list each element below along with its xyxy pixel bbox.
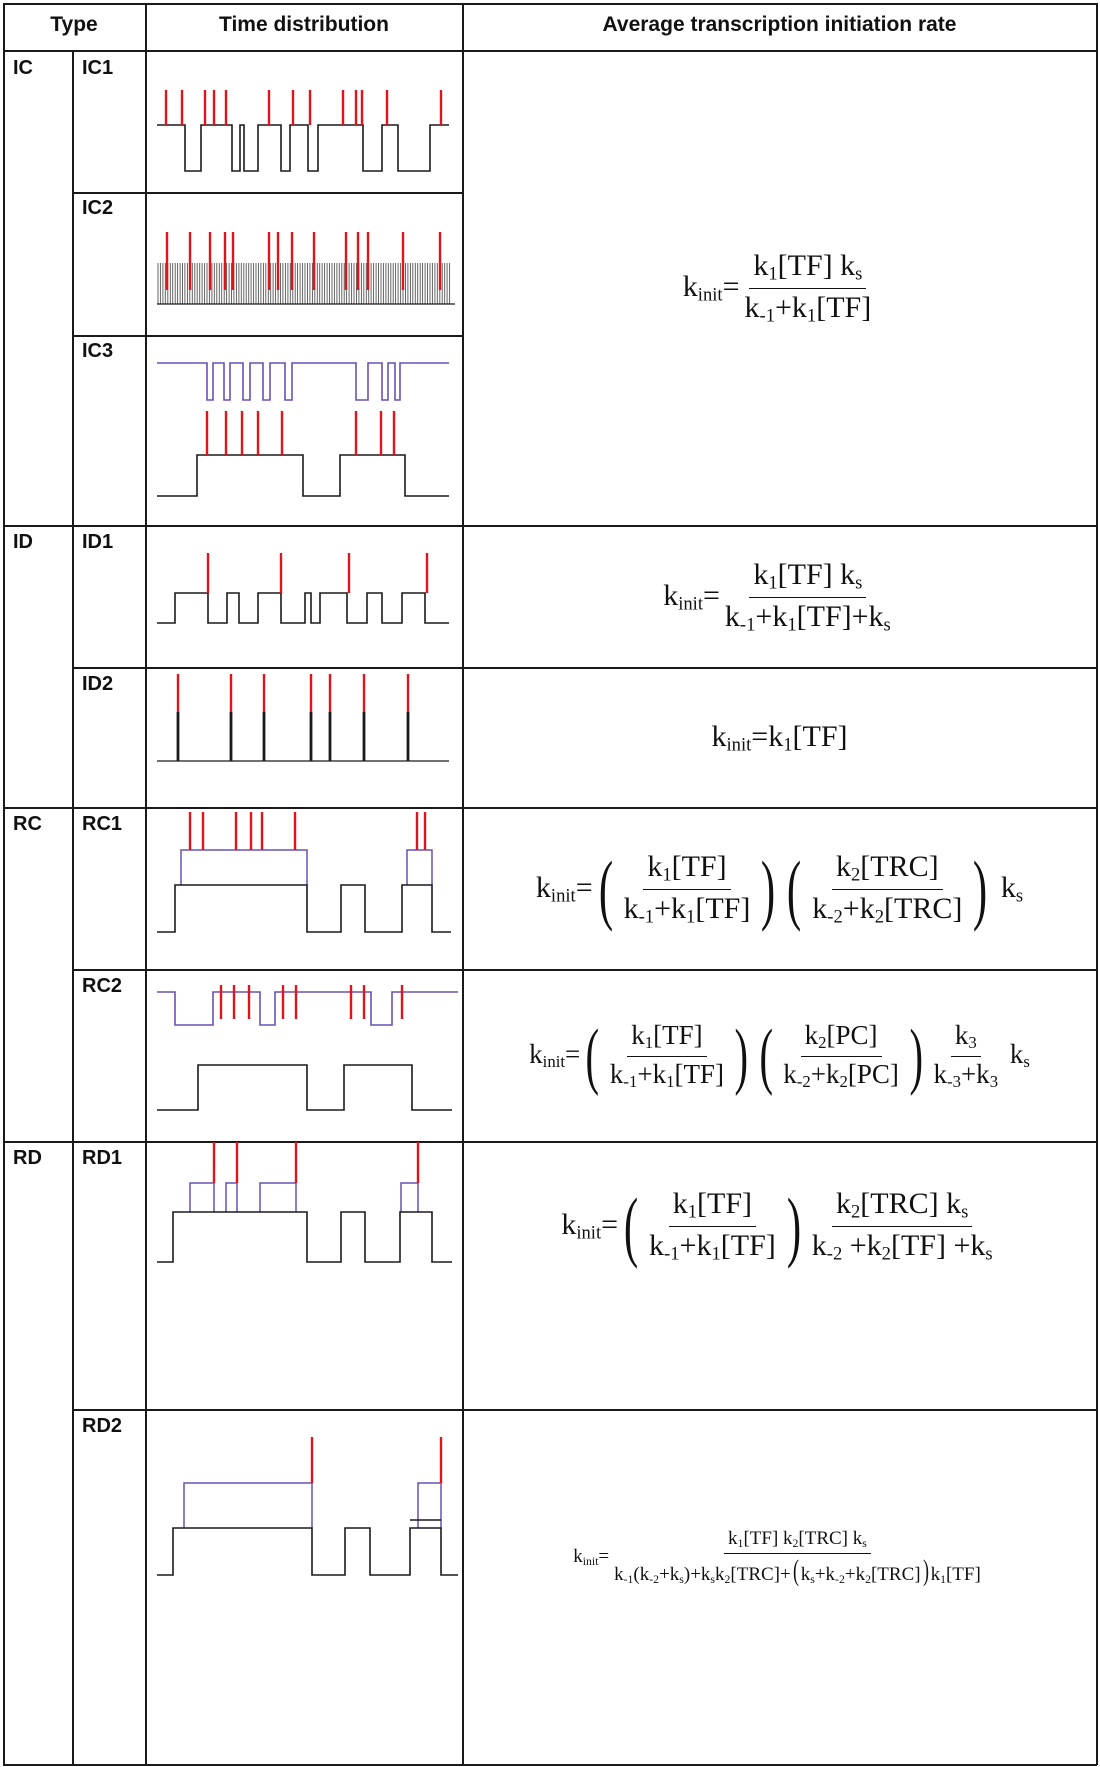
subtype-label-ic2: IC2	[82, 197, 114, 219]
header-divider	[3, 50, 1097, 52]
rc-sub-divider	[72, 969, 1097, 971]
ic1-trace	[157, 124, 449, 172]
formula-rc1: kinit= ( k1[TF] k-1+k1[TF] )( k2[TRC] k-…	[535, 845, 1024, 932]
subtype-label-id2: ID2	[82, 673, 114, 695]
rc2-purple-trace	[157, 991, 458, 1026]
table-border-bottom	[3, 1764, 1097, 1766]
subtype-label-rd2: RD2	[82, 1415, 123, 1437]
ic3-purple-trace	[157, 362, 449, 401]
ic-sub-divider-1	[72, 192, 463, 194]
col-divider-rate	[462, 3, 464, 1765]
rd1-purple-box-3	[259, 1182, 297, 1212]
header-type: Type	[50, 13, 98, 36]
table-border-left	[3, 3, 5, 1765]
subtype-label-id1: ID1	[82, 531, 114, 553]
formula-id1: kinit= k1[TF] ks k-1+k1[TF]+ks	[663, 557, 891, 636]
rd2-trace	[157, 1527, 458, 1576]
col-divider-type	[72, 50, 74, 1765]
subtype-label-ic3: IC3	[82, 340, 114, 362]
group-divider-id	[3, 525, 1097, 527]
id1-trace	[157, 592, 449, 624]
ic3-black-trace	[157, 454, 449, 497]
formula-rd1: kinit= ( k1[TF] k-1+k1[TF] ) k2[TRC] ks …	[561, 1182, 993, 1269]
group-divider-rc	[3, 807, 1097, 809]
group-label-rc: RC	[13, 813, 42, 835]
table-border-top	[3, 3, 1097, 5]
group-label-id: ID	[13, 531, 33, 553]
rd1-purple-box-2	[225, 1182, 238, 1212]
formula-ic: kinit= k1[TF] ks k-1+k1[TF]	[682, 248, 872, 327]
group-divider-rd	[3, 1141, 1097, 1143]
col-divider-time	[145, 3, 147, 1765]
subtype-label-ic1: IC1	[82, 57, 114, 79]
formula-rd2: kinit= k1[TF] k2[TRC] ks k-1(k-2+ks)+ksk…	[573, 1528, 981, 1587]
header-rate: Average transcription initiation rate	[602, 13, 957, 36]
rc1-purple-box-1	[180, 849, 308, 885]
group-label-ic: IC	[13, 57, 33, 79]
ic2-comb	[157, 263, 451, 304]
rd-sub-divider	[72, 1409, 1097, 1411]
rd2-purple-box-2	[417, 1482, 442, 1528]
rd1-purple-box-1	[189, 1182, 215, 1212]
rc1-trace	[157, 884, 451, 933]
subtype-label-rc2: RC2	[82, 975, 123, 997]
formula-rc2: kinit= ( k1[TF] k-1+k1[TF] )( k2[PC] k-2…	[529, 1015, 1030, 1097]
id-sub-divider	[72, 667, 1097, 669]
rd2-purple-box-1	[183, 1482, 313, 1528]
rc1-purple-box-2	[406, 849, 433, 885]
rc2-black-trace	[157, 1064, 452, 1111]
formula-id2: kinit=k1[TF]	[711, 719, 848, 756]
rd1-trace	[157, 1211, 452, 1263]
subtype-label-rc1: RC1	[82, 813, 123, 835]
table-border-right	[1096, 3, 1098, 1765]
group-label-rd: RD	[13, 1147, 42, 1169]
subtype-label-rd1: RD1	[82, 1147, 123, 1169]
header-time-distribution: Time distribution	[219, 13, 389, 36]
rd1-purple-box-4	[400, 1182, 419, 1212]
ic-sub-divider-2	[72, 335, 463, 337]
